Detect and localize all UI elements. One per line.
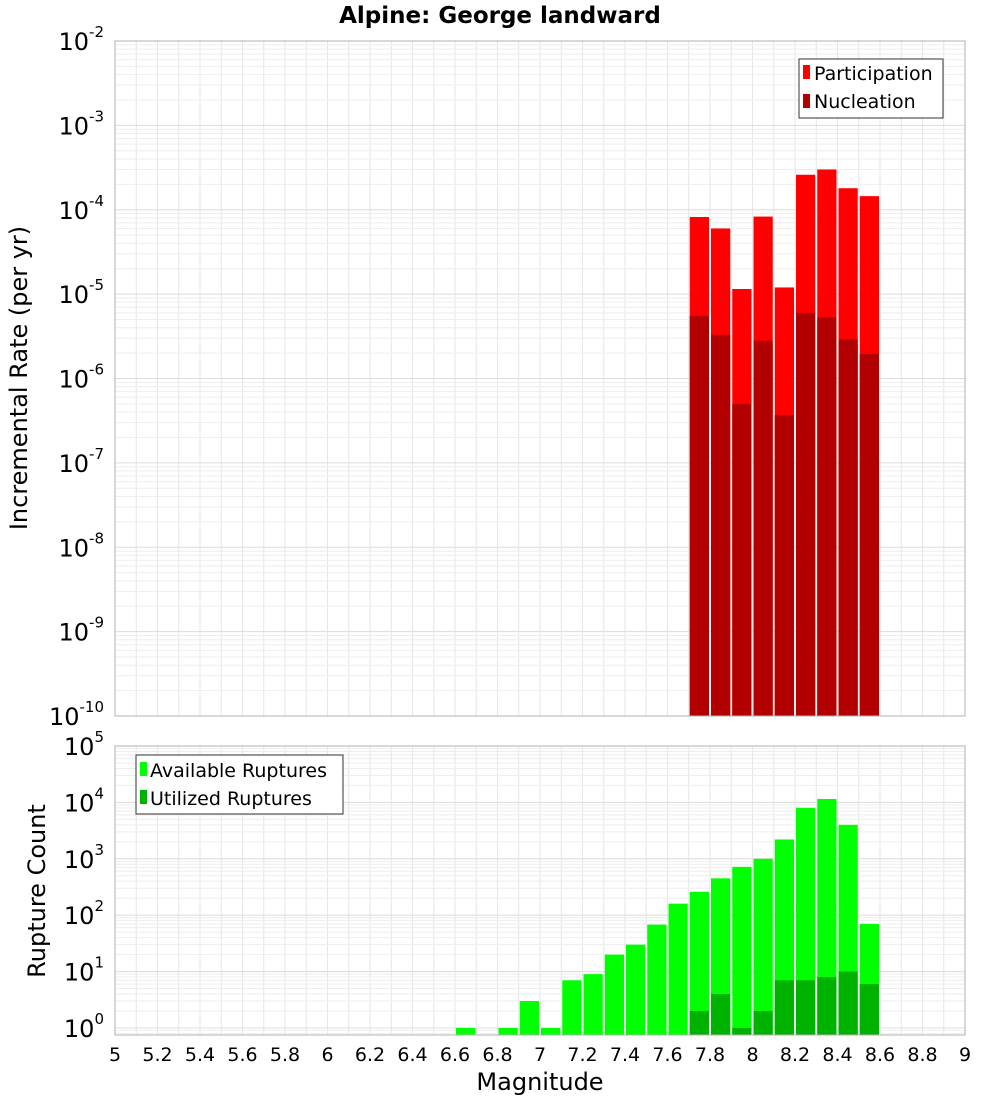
x-tick-label: 8 bbox=[746, 1044, 758, 1066]
count-y-tick-label: 103 bbox=[64, 841, 104, 874]
count-plot-frame bbox=[114, 745, 966, 1036]
x-tick-label: 6.4 bbox=[397, 1044, 427, 1066]
available-ruptures-bar bbox=[796, 807, 816, 1035]
utilized-ruptures-bar bbox=[774, 980, 794, 1035]
rate-legend: Participation Nucleation bbox=[798, 58, 944, 119]
x-tick-label: 6 bbox=[321, 1044, 333, 1066]
count-y-ticks: 100 101 102 103 104 105 bbox=[64, 728, 104, 1043]
count-panel: 100 101 102 103 104 105 Rupture Count Availab… bbox=[23, 728, 966, 1043]
utilized-ruptures-bar bbox=[689, 1010, 709, 1035]
rate-bars bbox=[689, 169, 879, 717]
utilized-ruptures-bar bbox=[711, 994, 731, 1035]
x-tick-label: 5.4 bbox=[185, 1044, 215, 1066]
nucleation-bar bbox=[774, 414, 794, 716]
available-legend-swatch bbox=[140, 762, 147, 776]
count-y-tick-label: 101 bbox=[64, 954, 104, 987]
rate-y-axis-label: Incremental Rate (per yr) bbox=[5, 226, 33, 530]
rate-y-tick-label: 10-5 bbox=[58, 276, 104, 309]
available-legend-label: Available Ruptures bbox=[150, 760, 327, 782]
available-ruptures-bar bbox=[689, 891, 709, 1035]
count-y-axis-label: Rupture Count bbox=[23, 804, 51, 978]
participation-legend-swatch bbox=[803, 65, 810, 79]
x-tick-label: 6.2 bbox=[355, 1044, 385, 1066]
utilized-legend-swatch bbox=[140, 790, 147, 804]
x-tick-labels: 5 5.2 5.4 5.6 5.8 6 6.2 6.4 6.6 6.8 7 7.2 7.4 7.6 7.8 8… bbox=[109, 1044, 971, 1066]
utilized-ruptures-bar bbox=[838, 971, 858, 1035]
utilized-ruptures-bar bbox=[796, 980, 816, 1035]
available-ruptures-bar bbox=[647, 924, 667, 1035]
available-ruptures-bar bbox=[519, 1001, 539, 1035]
count-y-tick-label: 100 bbox=[64, 1010, 104, 1043]
available-ruptures-bar bbox=[541, 1027, 561, 1035]
nucleation-legend-label: Nucleation bbox=[814, 91, 916, 113]
x-tick-label: 7.8 bbox=[695, 1044, 725, 1066]
rate-y-tick-label: 10-6 bbox=[58, 361, 104, 394]
available-ruptures-bar bbox=[817, 798, 837, 1035]
available-ruptures-bar bbox=[732, 866, 752, 1035]
available-ruptures-bar bbox=[562, 980, 582, 1035]
utilized-ruptures-bar bbox=[817, 977, 837, 1035]
x-tick-label: 6.6 bbox=[440, 1044, 470, 1066]
nucleation-bar bbox=[796, 312, 816, 716]
utilized-ruptures-bar bbox=[859, 984, 879, 1035]
count-y-tick-label: 104 bbox=[64, 784, 104, 817]
x-tick-label: 5.6 bbox=[227, 1044, 257, 1066]
available-ruptures-bar bbox=[583, 974, 603, 1035]
rate-y-tick-label: 10-2 bbox=[58, 23, 104, 56]
available-ruptures-bar bbox=[626, 944, 646, 1035]
x-tick-label: 5 bbox=[109, 1044, 121, 1066]
count-y-tick-label: 105 bbox=[64, 728, 104, 761]
utilized-ruptures-bar bbox=[732, 1027, 752, 1035]
x-axis-label: Magnitude bbox=[476, 1068, 603, 1096]
nucleation-legend-swatch bbox=[803, 94, 810, 108]
x-tick-label: 5.2 bbox=[142, 1044, 172, 1066]
chart-title: Alpine: George landward bbox=[339, 3, 661, 29]
count-legend-box bbox=[135, 754, 344, 815]
rate-legend-box bbox=[798, 58, 944, 119]
x-tick-label: 7.6 bbox=[652, 1044, 682, 1066]
nucleation-bar bbox=[817, 317, 837, 716]
x-tick-label: 7.4 bbox=[610, 1044, 640, 1066]
x-tick-label: 7.2 bbox=[567, 1044, 597, 1066]
rate-grid bbox=[114, 40, 966, 717]
nucleation-bar bbox=[711, 334, 731, 716]
available-ruptures-bar bbox=[456, 1027, 476, 1035]
count-y-tick-label: 102 bbox=[64, 897, 104, 930]
rate-y-tick-label: 10-9 bbox=[58, 614, 104, 647]
x-tick-label: 8.8 bbox=[907, 1044, 937, 1066]
rate-y-tick-label: 10-7 bbox=[58, 445, 104, 478]
rate-panel: 10-10 10-9 10-8 10-7 10-6 10-5 10-4 10-3 10-2 In… bbox=[5, 23, 966, 731]
utilized-ruptures-bar bbox=[753, 1010, 773, 1035]
available-ruptures-bar bbox=[753, 858, 773, 1035]
available-ruptures-bar bbox=[668, 903, 688, 1035]
count-bars bbox=[456, 798, 879, 1035]
rate-y-tick-label: 10-4 bbox=[58, 192, 104, 225]
nucleation-bar bbox=[859, 354, 879, 716]
available-ruptures-bar bbox=[604, 954, 624, 1035]
x-tick-label: 7 bbox=[534, 1044, 546, 1066]
x-tick-label: 9 bbox=[959, 1044, 971, 1066]
rate-y-ticks: 10-10 10-9 10-8 10-7 10-6 10-5 10-4 10-3 10-2 bbox=[49, 23, 104, 731]
count-legend: Available Ruptures Utilized Ruptures bbox=[135, 754, 344, 815]
rate-y-tick-label: 10-10 bbox=[49, 698, 104, 731]
x-tick-label: 8.6 bbox=[865, 1044, 895, 1066]
x-tick-label: 8.4 bbox=[822, 1044, 852, 1066]
participation-legend-label: Participation bbox=[814, 63, 933, 85]
rate-y-tick-label: 10-3 bbox=[58, 107, 104, 140]
utilized-legend-label: Utilized Ruptures bbox=[150, 788, 312, 810]
nucleation-bar bbox=[838, 339, 858, 716]
nucleation-bar bbox=[689, 316, 709, 716]
available-ruptures-bar bbox=[498, 1027, 518, 1035]
x-tick-label: 8.2 bbox=[780, 1044, 810, 1066]
x-tick-label: 6.8 bbox=[482, 1044, 512, 1066]
rate-y-tick-label: 10-8 bbox=[58, 529, 104, 562]
rate-plot-frame bbox=[114, 40, 966, 717]
nucleation-bar bbox=[732, 403, 752, 716]
x-tick-label: 5.8 bbox=[270, 1044, 300, 1066]
nucleation-bar bbox=[753, 340, 773, 716]
